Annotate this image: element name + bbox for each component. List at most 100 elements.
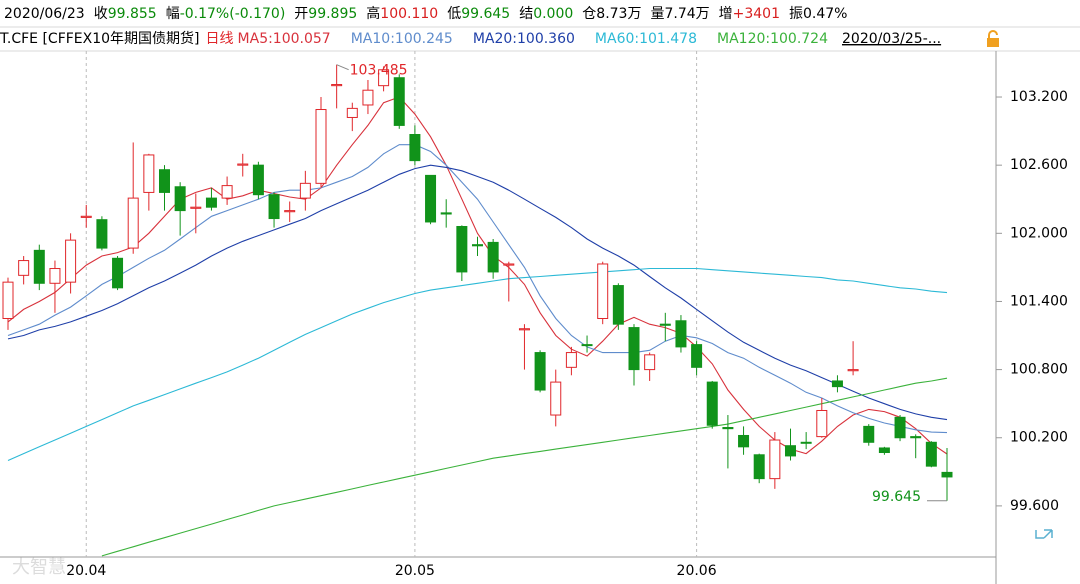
candle-body xyxy=(941,471,953,478)
candle-body xyxy=(769,439,781,480)
candle-body xyxy=(487,241,499,273)
candle-body xyxy=(18,260,30,276)
y-tick-label: 100.800 xyxy=(1010,362,1068,378)
candle-body xyxy=(112,257,124,289)
period-label: 日线 xyxy=(206,31,234,47)
resize-icon[interactable] xyxy=(1035,529,1053,539)
info-label: 增 xyxy=(719,6,733,22)
x-tick-label: 20.06 xyxy=(677,563,717,579)
candle-body xyxy=(440,212,452,215)
chart-title: T.CFE [CFFEX10年期国债期货] xyxy=(0,30,200,47)
info-label: 幅 xyxy=(166,6,180,22)
info-value: 0.47% xyxy=(803,6,847,22)
candle-body xyxy=(691,344,703,368)
legend-entry: MA120:100.724 xyxy=(717,31,828,47)
candle-body xyxy=(518,328,530,331)
info-value: 99.645 xyxy=(461,6,510,22)
candle-body xyxy=(847,369,859,372)
legend: T.CFE [CFFEX10年期国债期货] 日线 MA5:100.057 MA10:1… xyxy=(0,30,941,47)
y-tick-label: 102.000 xyxy=(1010,225,1068,241)
y-tick-label: 101.400 xyxy=(1010,293,1068,309)
info-bar: 2020/06/23 收99.855 幅-0.17%(-0.170) 开99.895 高… xyxy=(4,5,847,22)
info-label: 仓 xyxy=(582,6,596,22)
legend-entry: MA10:100.245 xyxy=(351,31,453,47)
info-label: 收 xyxy=(94,6,108,22)
candle-body xyxy=(659,323,671,326)
info-value: 0.000 xyxy=(533,6,573,22)
y-tick-label: 99.600 xyxy=(1010,498,1059,514)
candle-body xyxy=(174,186,186,212)
candle-body xyxy=(785,445,796,457)
candle-body xyxy=(863,425,875,443)
candle-body xyxy=(80,215,92,218)
info-value: 99.895 xyxy=(308,6,357,22)
info-value: +3401 xyxy=(733,6,780,22)
info-value: 8.73万 xyxy=(596,6,641,22)
candle-body xyxy=(284,210,296,213)
candle-body xyxy=(127,197,139,249)
candle-body xyxy=(675,320,687,348)
candle-body xyxy=(409,134,421,162)
range-label: 2020/03/25-... xyxy=(842,31,941,47)
candle-body xyxy=(925,441,937,467)
legend-entry: MA20:100.360 xyxy=(473,31,575,47)
candle-body xyxy=(268,194,280,220)
candle-body xyxy=(581,344,593,347)
candle-body xyxy=(205,197,217,208)
candle-body xyxy=(33,249,45,284)
min-label: 99.645 xyxy=(872,489,921,505)
candle-body xyxy=(190,206,202,209)
info-label: 低 xyxy=(447,6,461,22)
max-leader xyxy=(336,64,349,71)
candle-body xyxy=(143,154,155,193)
lock-icon[interactable] xyxy=(987,30,999,47)
candle-body xyxy=(96,219,108,249)
candle-body xyxy=(237,163,249,166)
candle-body xyxy=(331,84,343,87)
candle-body xyxy=(252,164,264,196)
candle-body xyxy=(299,182,311,199)
candle-body xyxy=(722,427,734,430)
x-tick-label: 20.05 xyxy=(395,563,435,579)
candle-body xyxy=(49,268,61,284)
candle-body xyxy=(362,89,374,106)
candle-body xyxy=(221,185,233,199)
info-value: 100.110 xyxy=(380,6,438,22)
ma-line xyxy=(7,267,948,462)
candle-body xyxy=(456,225,468,273)
lock-body xyxy=(987,38,999,47)
candle-body xyxy=(393,77,405,126)
info-label: 高 xyxy=(366,5,380,22)
candle-body xyxy=(565,352,577,368)
candle-body xyxy=(65,239,77,283)
info-value: 99.855 xyxy=(108,6,157,22)
max-label: 103.485 xyxy=(350,63,408,79)
info-value: 7.74万 xyxy=(664,6,709,22)
x-tick-label: 20.04 xyxy=(66,563,106,579)
candle-body xyxy=(378,69,390,87)
candle-body xyxy=(628,327,640,371)
candle-body xyxy=(878,447,890,454)
info-label: 结 xyxy=(519,6,533,22)
candle-body xyxy=(706,381,718,426)
candle-body xyxy=(644,354,656,371)
candle-body xyxy=(346,107,358,118)
legend-entry: MA5:100.057 xyxy=(238,31,331,47)
y-tick-label: 102.600 xyxy=(1010,157,1068,173)
info-label: 2020/06/23 xyxy=(4,6,85,22)
info-label: 量 xyxy=(650,6,664,22)
candle-body xyxy=(472,244,483,247)
candle-body xyxy=(800,441,812,444)
info-value: -0.17%(-0.170) xyxy=(180,6,286,22)
legend-entry: MA60:101.478 xyxy=(595,31,697,47)
y-tick-label: 100.200 xyxy=(1010,430,1068,446)
candle-body xyxy=(910,436,922,439)
candle-body xyxy=(2,281,14,319)
candle-body xyxy=(503,263,515,266)
candle-body xyxy=(738,434,750,448)
watermark: 大智慧 xyxy=(12,557,66,578)
candle-body xyxy=(831,380,843,388)
candle-body xyxy=(159,169,170,193)
info-label: 开 xyxy=(294,6,308,22)
